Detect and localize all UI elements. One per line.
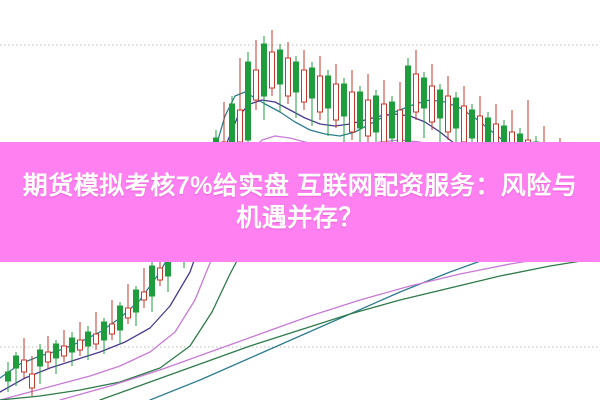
candle-body	[469, 109, 475, 139]
candle-body	[269, 51, 275, 89]
candle-body	[301, 69, 307, 103]
ma-line	[99, 257, 600, 400]
candle-body	[93, 333, 99, 345]
candle-body	[437, 89, 443, 119]
candle-body	[117, 305, 123, 331]
candle-body	[5, 371, 11, 382]
candle-body	[253, 69, 259, 101]
promo-banner: 期货模拟考核7%给实盘 互联网配资服务：风险与 机遇并存？	[0, 142, 600, 262]
candle-body	[29, 373, 35, 389]
candle-body	[13, 355, 19, 369]
candle-body	[333, 83, 339, 121]
candle-body	[349, 91, 355, 133]
candle-body	[245, 61, 251, 141]
candle-body	[85, 331, 91, 347]
candle-body	[157, 267, 163, 281]
ma-line	[59, 249, 600, 400]
candle-body	[285, 57, 291, 97]
promo-banner-line-2: 机遇并存？	[236, 204, 364, 232]
candle-body	[293, 61, 299, 93]
candle-body	[461, 105, 467, 143]
candle-body	[237, 109, 243, 143]
candle-body	[413, 73, 419, 113]
candle-body	[405, 65, 411, 143]
candle-body	[53, 343, 59, 359]
candle-body	[149, 265, 155, 297]
candle-body	[317, 75, 323, 113]
candle-body	[357, 91, 363, 129]
candle-body	[429, 85, 435, 123]
candle-body	[341, 83, 347, 117]
candle-body	[453, 97, 459, 129]
candle-body	[69, 337, 75, 353]
candle-body	[445, 95, 451, 133]
candle-body	[421, 77, 427, 109]
candle-body	[133, 289, 139, 313]
candle-body	[325, 75, 331, 109]
candle-body	[397, 109, 403, 147]
candle-body	[37, 349, 43, 367]
candle-body	[277, 49, 283, 85]
candle-body	[45, 351, 51, 363]
candle-body	[389, 101, 395, 139]
candle-body	[141, 291, 147, 301]
candle-body	[77, 339, 83, 351]
candle-body	[373, 95, 379, 133]
candle-body	[309, 67, 315, 99]
candle-body	[125, 307, 131, 319]
candle-body	[101, 321, 107, 341]
candle-body	[109, 323, 115, 335]
candle-body	[261, 43, 267, 97]
candle-body	[61, 345, 67, 357]
candle-body	[21, 359, 27, 373]
promo-banner-line-1: 期货模拟考核7%给实盘 互联网配资服务：风险与	[22, 172, 578, 200]
candle-body	[381, 103, 387, 143]
candle-body	[365, 99, 371, 137]
